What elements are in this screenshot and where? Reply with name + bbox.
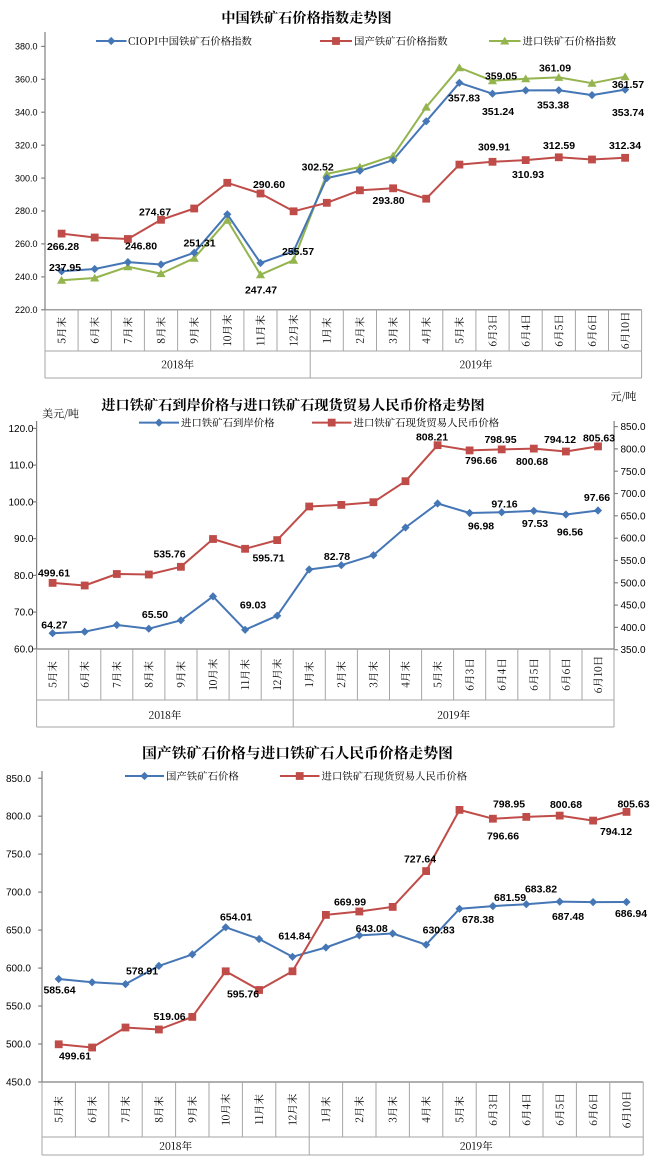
svg-text:654.01: 654.01 xyxy=(220,912,252,924)
svg-text:800.0: 800.0 xyxy=(621,445,646,456)
svg-text:64.27: 64.27 xyxy=(41,620,67,632)
svg-text:60.0: 60.0 xyxy=(14,644,34,655)
svg-text:805.63: 805.63 xyxy=(583,433,615,445)
svg-text:290.60: 290.60 xyxy=(253,179,285,191)
svg-text:535.76: 535.76 xyxy=(153,549,185,561)
svg-text:798.95: 798.95 xyxy=(484,434,516,446)
svg-text:82.78: 82.78 xyxy=(324,551,350,563)
svg-text:251.31: 251.31 xyxy=(183,238,215,250)
svg-text:678.38: 678.38 xyxy=(462,914,494,926)
svg-text:500.0: 500.0 xyxy=(6,1040,31,1051)
svg-text:359.05: 359.05 xyxy=(485,71,517,83)
svg-text:400.0: 400.0 xyxy=(621,623,646,634)
svg-text:90.0: 90.0 xyxy=(14,534,34,545)
svg-text:80.0: 80.0 xyxy=(14,571,34,582)
svg-text:255.57: 255.57 xyxy=(282,246,314,258)
svg-text:340.0: 340.0 xyxy=(15,107,38,117)
svg-text:96.98: 96.98 xyxy=(468,521,494,533)
svg-text:274.67: 274.67 xyxy=(139,207,171,219)
svg-text:100.0: 100.0 xyxy=(8,497,33,508)
svg-text:850.0: 850.0 xyxy=(6,774,31,785)
svg-text:240.0: 240.0 xyxy=(15,272,38,282)
svg-text:312.34: 312.34 xyxy=(609,140,641,152)
svg-text:380.0: 380.0 xyxy=(15,42,38,52)
svg-text:280.0: 280.0 xyxy=(15,206,38,216)
svg-text:310.93: 310.93 xyxy=(512,169,544,181)
svg-text:450.0: 450.0 xyxy=(621,601,646,612)
svg-text:794.12: 794.12 xyxy=(600,826,632,838)
svg-text:600.0: 600.0 xyxy=(6,964,31,975)
svg-text:643.08: 643.08 xyxy=(356,923,388,935)
svg-text:683.82: 683.82 xyxy=(525,884,557,896)
svg-text:357.83: 357.83 xyxy=(448,93,480,105)
svg-text:595.71: 595.71 xyxy=(252,553,284,565)
svg-text:450.0: 450.0 xyxy=(6,1078,31,1089)
svg-text:595.76: 595.76 xyxy=(227,989,259,1001)
svg-text:65.50: 65.50 xyxy=(142,609,168,621)
svg-text:650.0: 650.0 xyxy=(621,511,646,522)
svg-text:361.57: 361.57 xyxy=(612,79,644,91)
svg-text:266.28: 266.28 xyxy=(47,241,79,253)
svg-text:246.80: 246.80 xyxy=(125,241,157,253)
svg-text:499.61: 499.61 xyxy=(38,568,70,580)
svg-text:805.63: 805.63 xyxy=(617,799,649,811)
svg-text:220.0: 220.0 xyxy=(15,305,38,315)
svg-text:350.0: 350.0 xyxy=(621,645,646,656)
svg-text:550.0: 550.0 xyxy=(6,1002,31,1013)
svg-text:519.06: 519.06 xyxy=(154,1011,186,1023)
svg-text:260.0: 260.0 xyxy=(15,239,38,249)
svg-text:97.16: 97.16 xyxy=(491,499,517,511)
svg-text:312.59: 312.59 xyxy=(543,140,575,152)
svg-text:796.66: 796.66 xyxy=(465,455,497,467)
svg-text:247.47: 247.47 xyxy=(245,285,277,297)
svg-text:800.68: 800.68 xyxy=(550,799,582,811)
svg-text:360.0: 360.0 xyxy=(15,75,38,85)
svg-text:550.0: 550.0 xyxy=(621,556,646,567)
svg-text:353.74: 353.74 xyxy=(612,107,644,119)
svg-text:499.61: 499.61 xyxy=(59,1051,91,1063)
svg-text:681.59: 681.59 xyxy=(494,892,526,904)
svg-text:69.03: 69.03 xyxy=(240,600,266,612)
svg-text:70.0: 70.0 xyxy=(14,608,34,619)
svg-text:361.09: 361.09 xyxy=(539,63,571,75)
svg-text:796.66: 796.66 xyxy=(487,831,519,843)
svg-text:798.95: 798.95 xyxy=(493,798,525,810)
svg-text:794.12: 794.12 xyxy=(544,434,576,446)
svg-text:808.21: 808.21 xyxy=(416,432,448,444)
svg-text:97.53: 97.53 xyxy=(522,518,548,530)
svg-text:614.84: 614.84 xyxy=(278,931,310,943)
svg-text:700.0: 700.0 xyxy=(6,888,31,899)
svg-text:500.0: 500.0 xyxy=(621,578,646,589)
svg-text:650.0: 650.0 xyxy=(6,926,31,937)
svg-text:600.0: 600.0 xyxy=(621,534,646,545)
svg-text:96.56: 96.56 xyxy=(557,527,583,539)
svg-text:686.94: 686.94 xyxy=(615,908,647,920)
svg-text:309.91: 309.91 xyxy=(478,142,510,154)
svg-text:750.0: 750.0 xyxy=(621,467,646,478)
svg-text:669.99: 669.99 xyxy=(334,897,366,909)
svg-text:630.83: 630.83 xyxy=(423,925,455,937)
svg-text:120.0: 120.0 xyxy=(8,424,33,435)
svg-text:585.64: 585.64 xyxy=(43,985,75,997)
svg-text:351.24: 351.24 xyxy=(482,106,514,118)
svg-text:800.0: 800.0 xyxy=(6,812,31,823)
svg-text:320.0: 320.0 xyxy=(15,140,38,150)
svg-text:293.80: 293.80 xyxy=(373,195,405,207)
svg-text:700.0: 700.0 xyxy=(621,489,646,500)
svg-text:687.48: 687.48 xyxy=(552,911,584,923)
svg-text:727.64: 727.64 xyxy=(404,854,436,866)
svg-text:353.38: 353.38 xyxy=(537,100,569,112)
svg-text:110.0: 110.0 xyxy=(9,461,34,472)
svg-text:850.0: 850.0 xyxy=(621,422,646,433)
svg-text:578.91: 578.91 xyxy=(126,966,158,978)
svg-text:800.68: 800.68 xyxy=(516,456,548,468)
svg-text:750.0: 750.0 xyxy=(6,850,31,861)
svg-text:97.66: 97.66 xyxy=(584,492,610,504)
svg-text:302.52: 302.52 xyxy=(302,162,334,174)
svg-text:237.95: 237.95 xyxy=(49,262,81,274)
svg-text:300.0: 300.0 xyxy=(15,173,38,183)
